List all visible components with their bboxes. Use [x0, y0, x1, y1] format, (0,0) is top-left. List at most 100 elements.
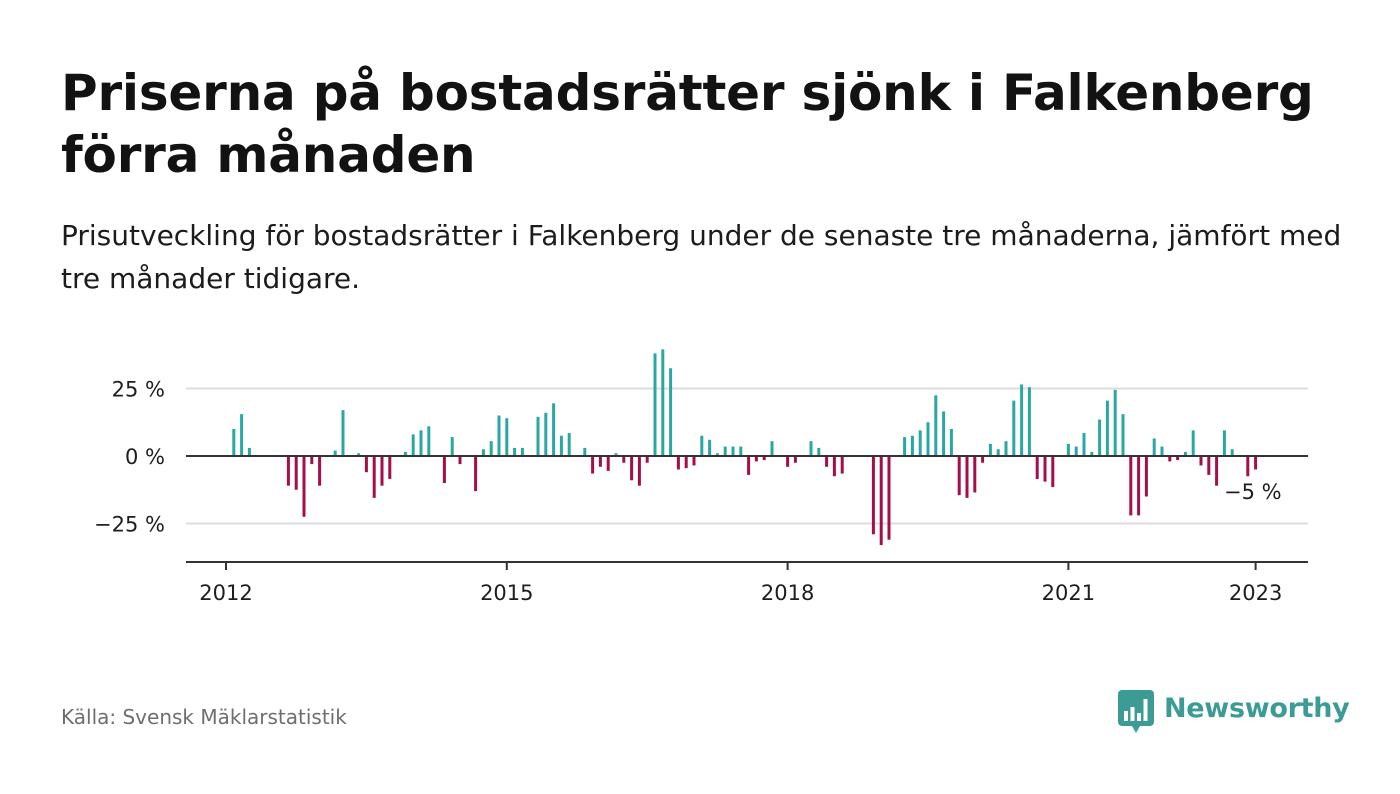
- bar: [770, 441, 774, 456]
- bar: [552, 403, 556, 456]
- bar: [723, 446, 727, 456]
- bar: [1215, 456, 1219, 486]
- bar: [302, 456, 306, 517]
- y-tick-label: 0 %: [125, 445, 165, 469]
- bar: [1144, 456, 1148, 497]
- last-value-label: −5 %: [1224, 480, 1282, 504]
- x-tick-label: 2023: [1229, 581, 1282, 605]
- bar: [622, 456, 626, 463]
- bar: [708, 439, 712, 456]
- bar: [1121, 414, 1125, 456]
- bar: [661, 349, 665, 456]
- bar: [825, 456, 829, 467]
- bar: [450, 437, 454, 456]
- bar: [411, 434, 415, 456]
- y-tick-labels: 25 % 0 % −25 %: [94, 378, 165, 537]
- newsworthy-bar-chart-logo-icon: [1118, 690, 1154, 733]
- bar: [1035, 456, 1039, 479]
- source-note: Källa: Svensk Mäklarstatistik: [61, 705, 347, 729]
- bar: [731, 446, 735, 456]
- bar: [520, 447, 524, 456]
- bar: [918, 430, 922, 456]
- bar: [1082, 433, 1086, 456]
- bar: [294, 456, 298, 490]
- bar: [357, 453, 361, 456]
- bar: [419, 430, 423, 456]
- bar: [474, 456, 478, 492]
- x-tick-label: 2015: [480, 581, 533, 605]
- bar: [630, 456, 634, 481]
- bar: [684, 456, 688, 469]
- bar: [1020, 384, 1024, 456]
- bar: [1183, 451, 1187, 456]
- bar: [832, 456, 836, 477]
- bar: [1074, 446, 1078, 456]
- bar: [1066, 443, 1070, 456]
- bar: [372, 456, 376, 498]
- bar: [232, 429, 236, 456]
- bar: [996, 449, 1000, 456]
- bar: [786, 456, 790, 467]
- bar: [942, 411, 946, 456]
- bar: [1098, 419, 1102, 456]
- bar: [388, 456, 392, 479]
- bar: [840, 456, 844, 474]
- bar: [1152, 438, 1156, 456]
- bar: [341, 410, 345, 456]
- bar: [669, 368, 673, 456]
- bar: [692, 456, 696, 466]
- y-tick-label: −25 %: [94, 513, 165, 537]
- bar: [926, 422, 930, 456]
- bar: [910, 435, 914, 456]
- bar: [1246, 456, 1250, 477]
- bar: [583, 447, 587, 456]
- bar: [965, 456, 969, 498]
- bar: [318, 456, 322, 486]
- y-tick-label: 25 %: [112, 378, 165, 402]
- x-axis: 2012 2015 2018 2021 2023: [186, 561, 1308, 605]
- bar: [559, 435, 563, 456]
- bars: [232, 349, 1258, 546]
- chart-subtitle: Prisutveckling för bostadsrätter i Falke…: [61, 219, 1342, 295]
- bar: [333, 450, 337, 456]
- brand-name: Newsworthy: [1164, 693, 1350, 724]
- bar: [762, 456, 766, 461]
- x-tick-label: 2012: [199, 581, 252, 605]
- bar: [403, 451, 407, 456]
- bar: [988, 443, 992, 456]
- x-tick-label: 2021: [1042, 581, 1095, 605]
- bar: [817, 447, 821, 456]
- bar: [934, 395, 938, 456]
- bar: [1043, 456, 1047, 482]
- bar: [793, 456, 797, 463]
- bar: [1168, 456, 1172, 462]
- bar: [676, 456, 680, 470]
- bar: [489, 441, 493, 456]
- bar: [973, 456, 977, 493]
- bar: [481, 449, 485, 456]
- bar: [739, 446, 743, 456]
- bar: [879, 456, 883, 546]
- bar: [458, 456, 462, 465]
- bar: [981, 456, 985, 463]
- bar: [1222, 430, 1226, 456]
- bar: [497, 415, 501, 456]
- bar: [1051, 456, 1055, 488]
- bar: [637, 456, 641, 486]
- bar: [653, 353, 657, 456]
- bar: [949, 429, 953, 456]
- bar: [310, 456, 314, 465]
- bar: [286, 456, 290, 486]
- bar: [1129, 456, 1133, 516]
- bar: [567, 433, 571, 456]
- bar: [1012, 400, 1016, 456]
- bar: [754, 456, 758, 462]
- bar: [700, 435, 704, 456]
- brand-logo-lockup[interactable]: Newsworthy: [1118, 690, 1350, 734]
- bar: [957, 456, 961, 496]
- bar: [1199, 456, 1203, 466]
- bar: [380, 456, 384, 486]
- bar: [1230, 449, 1234, 456]
- chart-title: Priserna på bostadsrätter sjönk i Falken…: [61, 64, 1314, 184]
